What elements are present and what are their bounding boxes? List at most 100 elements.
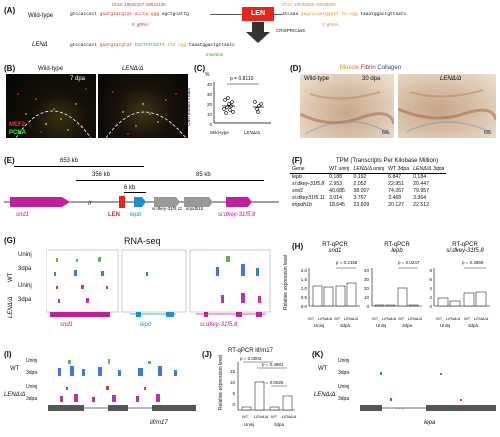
j-ylabel: Relative expression level xyxy=(218,354,224,410)
f-cell: 2.953 xyxy=(329,181,343,187)
g-mut: LENΔ/Δ xyxy=(8,296,14,318)
h-yticks-1: 2.0 1.5 1.0 0.5 0.0 xyxy=(296,266,307,311)
f-row: si:dkey31f5.11 3.014 3.767 3.468 3.364 xyxy=(290,195,446,202)
d-collagen: Collagen xyxy=(377,65,402,71)
f-title: TPM (Transcripts Per Kilobase Million) xyxy=(336,158,439,164)
mut-seq-green: CCGTATCCGTA xyxy=(134,43,165,48)
j-wt: WT xyxy=(242,414,249,419)
f-cell: si:dkey-31f5.8 xyxy=(292,181,325,187)
wt-fluorescence-image xyxy=(6,74,96,138)
h-mut: LENΔ/Δ xyxy=(382,316,397,321)
g-mut-uninj: Uninj xyxy=(18,283,32,289)
f-row: impdh1b 18.645 23.609 20.127 22.512 xyxy=(290,202,446,209)
seq-tail: agctgcattg xyxy=(161,12,189,17)
i-wt-uninj: Uninj xyxy=(26,358,38,364)
h-ytick: 8 xyxy=(429,268,432,273)
seq-head: atcaaa xyxy=(282,12,299,17)
e-impdh: impdh1b xyxy=(186,206,204,211)
c-ytick: 20 xyxy=(206,102,212,107)
f-cell: 3.468 xyxy=(388,195,402,201)
e-kb6: 6 kb xyxy=(124,185,136,191)
h-wt: WT xyxy=(372,316,379,321)
h-title: RT-qPCR xyxy=(384,242,410,248)
h-yticks-2: 40 30 20 10 0 xyxy=(360,266,369,311)
e-len: LEN xyxy=(108,212,120,218)
d-n1: 6/6 xyxy=(382,130,389,136)
k-wt: WT xyxy=(318,366,328,372)
c-xlabel-mut: LENΔ/Δ xyxy=(244,130,261,135)
f-head-cell: LENΔ/Δ 3dpa xyxy=(413,166,445,172)
mut-afog-image xyxy=(398,74,496,138)
i-mut-uninj: Uninj xyxy=(26,384,38,390)
f-head-cell: Gene xyxy=(292,166,305,172)
f-cell: 0.188 xyxy=(329,174,343,180)
h-ytick: 2.0 xyxy=(300,268,307,273)
j-xgroup: Uninj xyxy=(244,422,255,427)
k-browser-tracks: ‹ ‹ ‹ xyxy=(360,372,496,412)
c-ylabel: CM mitosis index xyxy=(186,87,192,126)
f-cell: 22.512 xyxy=(413,202,429,208)
h-ytick: 0 xyxy=(366,304,369,309)
crispr-label: CRISPR/Cas9 xyxy=(276,28,305,33)
si31f511-gene-arrow xyxy=(154,197,180,207)
j-p1: p = 0.0003 xyxy=(240,356,262,361)
h-ytick: 6 xyxy=(429,277,432,282)
j-yticks: 15 10 5 0 xyxy=(226,366,235,410)
wt-sequence-left: gtccaccact gaatgtacgtat accta ggg agctgc… xyxy=(70,12,189,17)
f-cell: 3.364 xyxy=(413,195,427,201)
h-ytick: 4 xyxy=(429,286,432,291)
h-xgroup: 3dpa xyxy=(468,323,479,328)
wt-line-right xyxy=(274,14,282,15)
panel-g-label: (G) xyxy=(4,236,16,245)
e-kb653-bar xyxy=(14,166,144,167)
svg-text:‹ ‹ ‹: ‹ ‹ ‹ xyxy=(396,406,404,412)
g-gene-snd1: snd1 xyxy=(60,322,74,328)
f-cell: 3.767 xyxy=(353,195,367,201)
c-ytick: 40 xyxy=(206,82,212,87)
h-ytick: 20 xyxy=(363,286,369,291)
h-mut: LENΔ/Δ xyxy=(474,316,489,321)
b-dpa: 7 dpa xyxy=(70,76,86,82)
panel-k-label: (K) xyxy=(312,350,324,359)
g-browser-tracks xyxy=(46,249,271,317)
f-cell: 3.014 xyxy=(329,195,343,201)
i-mut: LENΔ/Δ xyxy=(4,392,26,398)
h-wt: WT xyxy=(334,316,341,321)
h-xgroup: Uninj xyxy=(314,323,325,328)
j-p2: p = 0.4881 xyxy=(262,362,284,367)
c-yticks: 40 30 20 10 0 xyxy=(202,80,212,130)
h-plot2-title: RT-qPCR lepb xyxy=(372,242,422,254)
h-ytick: 30 xyxy=(363,277,369,282)
f-cell: 38.007 xyxy=(353,188,370,194)
g-gene-lepb: lepb xyxy=(140,322,152,328)
panel-j-label: (J) xyxy=(202,350,212,359)
e-kb6-bar xyxy=(124,192,146,193)
f-header-row: Gene WT uninj LENΔ/Δ uninj WT 3dpa LENΔ/… xyxy=(290,166,447,174)
k-gene: lepa xyxy=(424,420,436,426)
e-snd1: snd1 xyxy=(16,212,30,218)
seq-black: gtccaccact xyxy=(70,12,98,17)
d-stain-legend: Muscle Fibrin Collagen xyxy=(340,65,401,71)
j-bar-plot xyxy=(237,361,295,411)
h-xgroup: 3dpa xyxy=(340,323,351,328)
d-wt: Wild-type xyxy=(304,76,330,82)
f-cell: si:dkey31f5.11 xyxy=(292,195,326,201)
mut-label: LENΔ xyxy=(32,42,48,48)
panel-h-label: (H) xyxy=(292,242,304,251)
f-cell: 2.052 xyxy=(353,181,367,187)
panel-e-label: (E) xyxy=(4,156,15,165)
h-ytick: 0.5 xyxy=(300,295,307,300)
j-p3: p = 0.0026 xyxy=(262,380,284,385)
f-cell: lepb xyxy=(292,174,302,180)
e-kb85: 85 kb xyxy=(196,172,211,178)
panel-i-label: (I) xyxy=(4,350,12,359)
c-ytick: 0 xyxy=(209,122,212,127)
f-cell: impdh1b xyxy=(292,202,312,208)
j-mut: LENΔ/Δ xyxy=(254,414,269,419)
impdh1b-gene-arrow xyxy=(184,197,213,207)
h-plot3-title: RT-qPCR si:dkey-31f5.8 xyxy=(432,242,498,254)
h-wt: WT xyxy=(464,316,471,321)
lepb-gene-arrow xyxy=(134,197,146,207)
h-bar-plots xyxy=(308,267,490,307)
d-dpa: 30 dpa xyxy=(362,76,381,82)
